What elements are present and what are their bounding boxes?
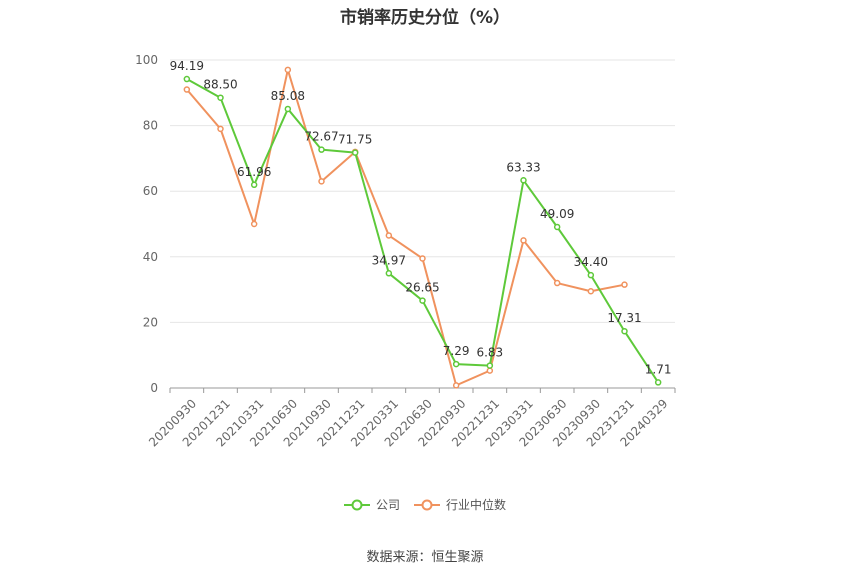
series-0-point[interactable]	[351, 149, 359, 156]
series-1-point[interactable]	[318, 178, 325, 185]
series-1-point[interactable]	[183, 86, 191, 93]
data-label: 71.75	[338, 133, 372, 147]
legend-item-industry-median[interactable]: 行业中位数	[414, 496, 506, 513]
series-1-point[interactable]	[217, 125, 224, 133]
y-tick-label: 40	[143, 250, 158, 264]
data-label: 61.96	[237, 165, 271, 179]
series-0-point[interactable]	[183, 75, 191, 83]
series-0-point[interactable]	[250, 181, 258, 189]
series-1-point[interactable]	[419, 255, 426, 262]
data-label: 34.97	[372, 253, 406, 267]
legend: 公司 行业中位数	[0, 496, 850, 513]
series-0-point[interactable]	[419, 297, 426, 304]
series-0-point[interactable]	[452, 360, 460, 368]
series-1-point[interactable]	[385, 232, 393, 239]
series-1-point[interactable]	[621, 281, 628, 288]
data-label: 94.19	[170, 59, 204, 73]
y-axis-ticks: 0 20 40 60 80 100	[135, 53, 158, 395]
series-1-point[interactable]	[520, 237, 527, 244]
series-0-point[interactable]	[587, 271, 595, 279]
data-label: 72.67	[304, 130, 338, 144]
series-0-point[interactable]	[520, 177, 527, 184]
data-label: 6.83	[476, 346, 503, 360]
data-label: 85.08	[271, 89, 305, 103]
source-note: 数据来源：恒生聚源	[366, 550, 484, 565]
legend-label-industry-median: 行业中位数	[446, 498, 507, 512]
data-label: 7.29	[443, 344, 470, 358]
series-0-point[interactable]	[486, 362, 494, 369]
data-label: 17.31	[607, 311, 641, 325]
data-label: 34.40	[574, 255, 608, 269]
y-tick-label: 100	[135, 53, 158, 67]
legend-item-company[interactable]: 公司	[343, 496, 400, 513]
series-1-point[interactable]	[486, 367, 494, 374]
legend-company-icon	[343, 499, 370, 510]
series-line-1	[186, 68, 625, 387]
data-label: 63.33	[506, 160, 540, 174]
series-0-point[interactable]	[553, 223, 561, 231]
series-0-point[interactable]	[284, 105, 292, 113]
series-line-0	[186, 78, 660, 383]
series-1-point[interactable]	[452, 382, 460, 389]
data-label: 49.09	[540, 207, 574, 221]
series-0-point[interactable]	[621, 327, 628, 335]
series-0-point[interactable]	[385, 270, 393, 277]
y-tick-label: 0	[150, 381, 158, 395]
y-tick-label: 60	[143, 184, 158, 198]
series-0-point[interactable]	[318, 146, 325, 153]
series-0-point[interactable]	[217, 94, 224, 101]
chart-title: 市销率历史分位（%）	[339, 8, 511, 28]
data-label: 26.65	[405, 281, 439, 295]
y-tick-label: 20	[143, 315, 158, 329]
legend-industry-icon	[414, 499, 440, 510]
series-0-point[interactable]	[654, 379, 662, 386]
series-1-point[interactable]	[553, 279, 561, 287]
data-label: 1.71	[645, 362, 672, 376]
x-axis: 2020093020201231202103312021063020210930…	[146, 387, 676, 450]
legend-label-company: 公司	[375, 498, 400, 512]
y-tick-label: 80	[143, 119, 158, 133]
series-1-point[interactable]	[250, 220, 258, 228]
data-labels: 94.19 88.50 61.96 85.08 72.67 71.75 34.97 26.65…	[170, 59, 672, 376]
line-chart: 0 20 40 60 80 100 202009302020123120210331202…	[135, 53, 676, 450]
data-label: 88.50	[203, 78, 237, 92]
series-layer	[183, 66, 662, 389]
series-1-point[interactable]	[587, 287, 595, 295]
series-1-point[interactable]	[284, 66, 292, 74]
